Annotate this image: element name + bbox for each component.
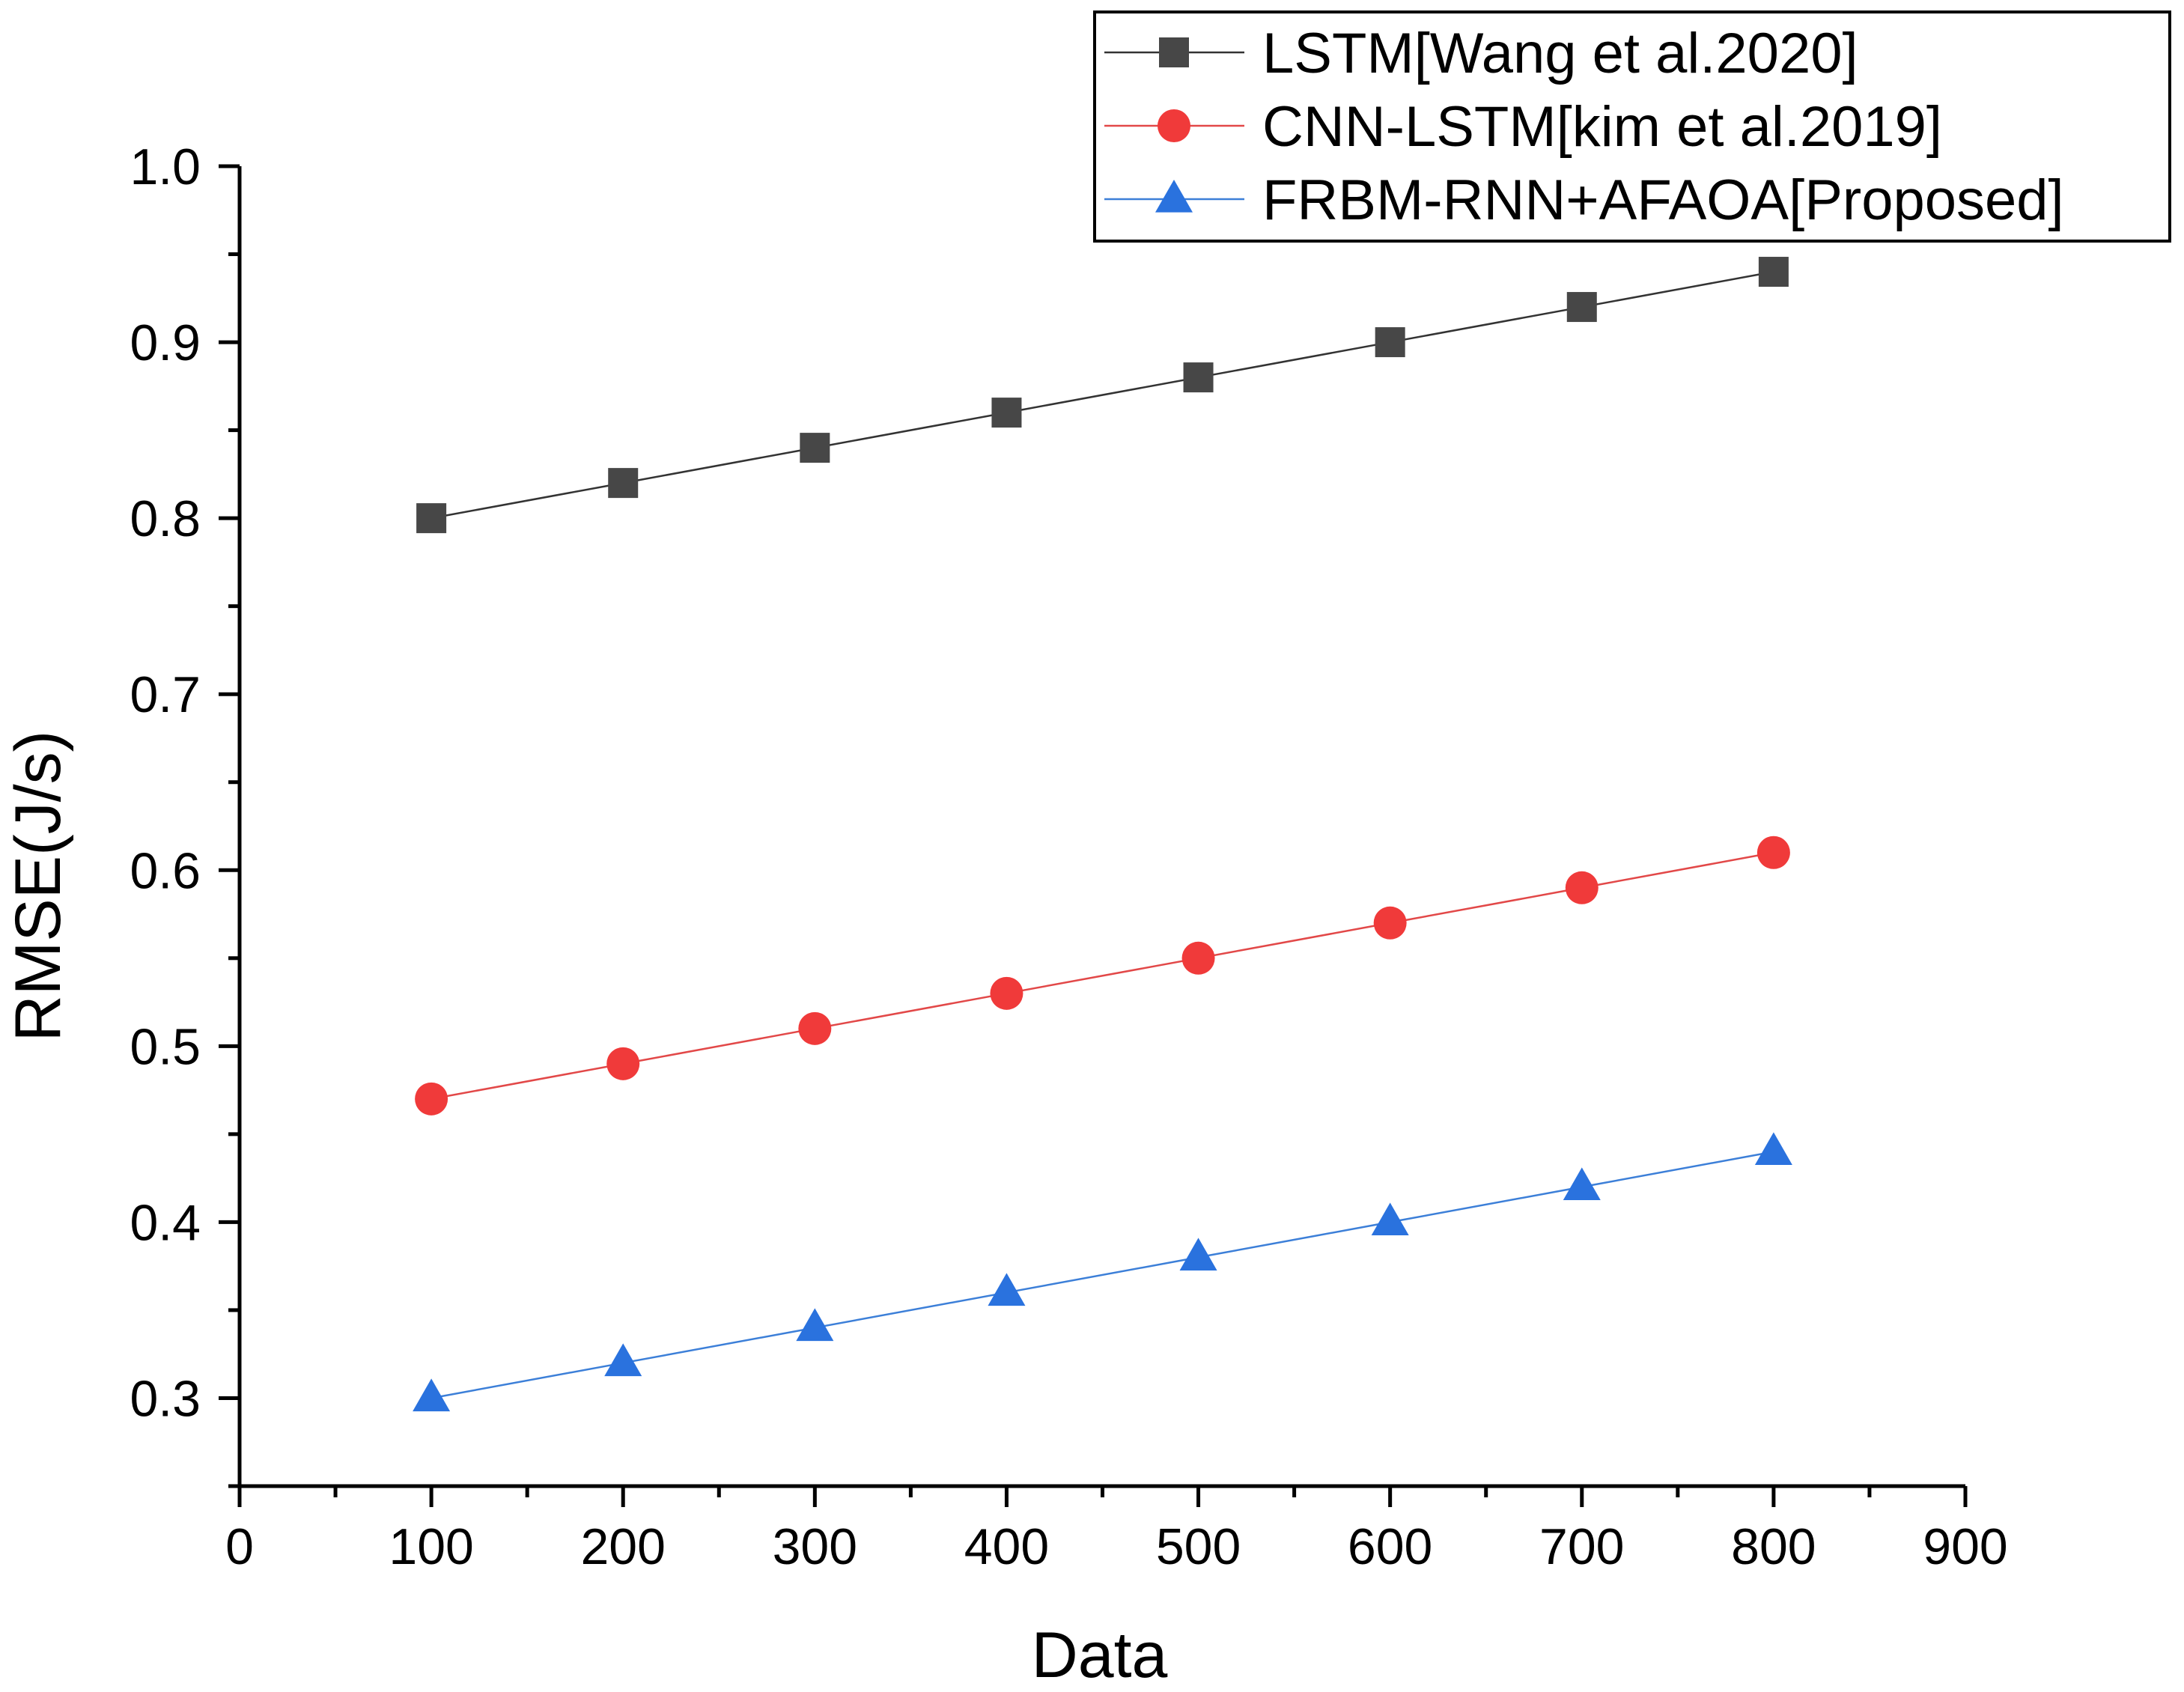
x-tick-label: 700: [1539, 1518, 1624, 1575]
x-tick-label: 300: [773, 1518, 857, 1575]
x-tick-label: 500: [1156, 1518, 1241, 1575]
series-line: [431, 851, 1774, 1101]
y-tick-label: 0.6: [130, 842, 201, 899]
data-point: [1375, 327, 1405, 358]
y-axis-title: RMSE(J/s): [2, 731, 74, 1042]
data-point: [988, 1273, 1026, 1306]
data-point: [798, 1011, 832, 1045]
series-line: [431, 270, 1774, 520]
y-tick-label: 0.5: [130, 1018, 201, 1075]
data-point: [416, 503, 447, 534]
y-tick-label: 1.0: [130, 139, 201, 195]
y-tick-label: 0.9: [130, 314, 201, 371]
data-point: [415, 1082, 448, 1116]
series-layer: [413, 257, 1792, 1412]
data-point: [1565, 871, 1599, 904]
data-point: [413, 1378, 451, 1412]
data-point: [991, 398, 1022, 428]
data-point: [1183, 362, 1214, 393]
legend-marker: [1159, 37, 1189, 67]
x-tick-label: 200: [580, 1518, 665, 1575]
legend-entry-2: CNN-LSTM[kim et al.2019]: [1104, 95, 1942, 159]
y-tick-label: 0.3: [130, 1370, 201, 1427]
series-3: [413, 1132, 1792, 1412]
data-point: [608, 468, 639, 499]
x-axis-title: Data: [1032, 1619, 1168, 1691]
legend-marker: [1158, 109, 1190, 142]
data-point: [1756, 836, 1790, 869]
series-line: [431, 1151, 1774, 1399]
data-point: [1754, 1132, 1792, 1166]
series-1: [416, 257, 1789, 534]
data-point: [1566, 292, 1597, 323]
series-2: [415, 836, 1790, 1116]
axes: [237, 166, 1965, 1488]
y-tick-label: 0.7: [130, 666, 201, 723]
legend-entry-1: LSTM[Wang et al.2020]: [1104, 22, 1858, 85]
data-point: [606, 1047, 640, 1080]
data-point: [1181, 941, 1215, 975]
x-tick-label: 100: [389, 1518, 473, 1575]
legend-label: FRBM-RNN+AFAOA[Proposed]: [1262, 168, 2064, 232]
y-axis-ticks: 0.3 0.4 0.5 0.6 0.7 0.8 0.9 1.0: [130, 139, 240, 1488]
legend-label: CNN-LSTM[kim et al.2019]: [1262, 95, 1942, 159]
y-tick-label: 0.8: [130, 490, 201, 547]
y-tick-label: 0.4: [130, 1194, 201, 1251]
data-point: [796, 1308, 834, 1342]
data-point: [1563, 1167, 1601, 1201]
data-point: [1758, 257, 1789, 287]
data-point: [1373, 906, 1407, 940]
data-point: [1179, 1238, 1217, 1271]
data-point: [604, 1343, 642, 1377]
x-tick-label: 400: [964, 1518, 1049, 1575]
data-point: [990, 976, 1023, 1010]
legend-box: [1093, 10, 2171, 243]
x-axis-ticks: 0 100 200 300 400 500 600 700 800 900: [225, 1486, 2008, 1575]
x-tick-label: 600: [1348, 1518, 1432, 1575]
legend-label: LSTM[Wang et al.2020]: [1262, 22, 1858, 85]
data-point: [800, 433, 830, 463]
x-tick-label: 900: [1923, 1518, 2007, 1575]
x-tick-label: 0: [225, 1518, 254, 1575]
legend-entries: LSTM[Wang et al.2020] CNN-LSTM[kim et al.…: [1104, 22, 2064, 232]
data-point: [1371, 1202, 1409, 1236]
legend: LSTM[Wang et al.2020] CNN-LSTM[kim et al.…: [1093, 10, 2171, 243]
legend-marker: [1155, 179, 1193, 213]
x-tick-label: 800: [1731, 1518, 1816, 1575]
legend-entry-3: FRBM-RNN+AFAOA[Proposed]: [1104, 168, 2064, 232]
